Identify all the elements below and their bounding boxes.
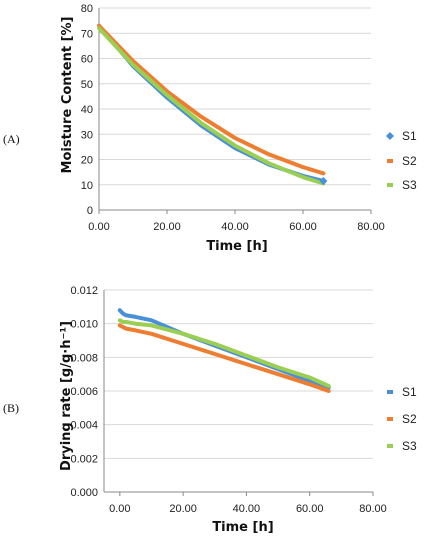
x-tick-label: 20.00 <box>169 503 197 515</box>
x-tick-label: 60.00 <box>296 503 324 515</box>
y-tick-label: 0.006 <box>70 386 98 398</box>
x-tick-label: 0.00 <box>88 221 109 233</box>
y-tick-label: 0 <box>87 205 93 217</box>
y-tick-label: 20 <box>81 155 93 167</box>
series-marker <box>319 176 328 185</box>
y-tick-label: 60 <box>81 54 93 66</box>
legend-label: S3 <box>402 439 417 453</box>
data-series <box>117 308 331 393</box>
y-tick-label: 40 <box>81 104 93 116</box>
x-tick-label: 80.00 <box>359 503 387 515</box>
y-tick-label: 0.004 <box>70 420 98 432</box>
legend: S1 S2 S3 <box>387 385 417 453</box>
y-tick-label: 70 <box>81 28 93 40</box>
x-axis-title: Time [h] <box>206 239 267 254</box>
legend-label: S1 <box>402 385 417 399</box>
series-line-s2 <box>97 23 326 176</box>
y-tick-label: 0.010 <box>70 319 98 331</box>
x-tick-label: 40.00 <box>221 221 249 233</box>
y-tick-labels: 0.000 0.002 0.004 0.006 0.008 0.010 0.012 <box>70 285 98 499</box>
panel-label-b: (B) <box>3 401 19 415</box>
data-series <box>97 23 328 186</box>
legend-label: S2 <box>402 154 417 168</box>
legend: S1 S2 S3 <box>386 129 417 192</box>
y-tick-label: 0.000 <box>70 487 98 499</box>
legend-label: S3 <box>402 178 417 192</box>
y-tick-label: 80 <box>81 3 93 15</box>
series-line-s2 <box>117 323 331 393</box>
axes <box>98 8 372 214</box>
y-axis-title: Moisture Content [%] <box>60 17 75 174</box>
axes <box>103 290 374 496</box>
y-tick-label: 0.012 <box>70 285 98 297</box>
y-tick-label: 50 <box>81 79 93 91</box>
y-tick-label: 10 <box>81 180 93 192</box>
grid-lines <box>99 7 371 211</box>
y-tick-label: 0.008 <box>70 352 98 364</box>
x-tick-labels: 0.00 20.00 40.00 60.00 80.00 <box>88 221 384 233</box>
x-tick-label: 0.00 <box>109 503 130 515</box>
panel-label-a: (A) <box>3 132 20 146</box>
series-line-s3 <box>97 26 326 186</box>
y-axis-title: Drying rate [g/g·h⁻¹] <box>59 321 74 471</box>
x-tick-labels: 0.00 20.00 40.00 60.00 80.00 <box>109 503 387 515</box>
x-tick-label: 60.00 <box>289 221 317 233</box>
y-tick-labels: 0 10 20 30 40 50 60 70 80 <box>81 3 93 217</box>
chart-drying-rate: (B) 0.0000.0020.0040.0060.0080.0100.012 … <box>3 285 417 535</box>
legend-label: S2 <box>402 412 417 426</box>
y-tick-label: 0.002 <box>70 453 98 465</box>
legend-label: S1 <box>402 129 417 143</box>
chart-moisture-content: (A) 0 10 20 30 40 50 60 70 80 0.00 20.00 40.00 60.0… <box>3 3 417 254</box>
legend-swatch <box>386 132 394 140</box>
x-tick-label: 20.00 <box>153 221 181 233</box>
x-tick-label: 40.00 <box>233 503 261 515</box>
x-tick-label: 80.00 <box>357 221 385 233</box>
series-line-s1 <box>97 23 326 183</box>
y-tick-label: 30 <box>81 129 93 141</box>
series-line-s3 <box>117 318 331 388</box>
x-axis-title: Time [h] <box>212 520 273 535</box>
